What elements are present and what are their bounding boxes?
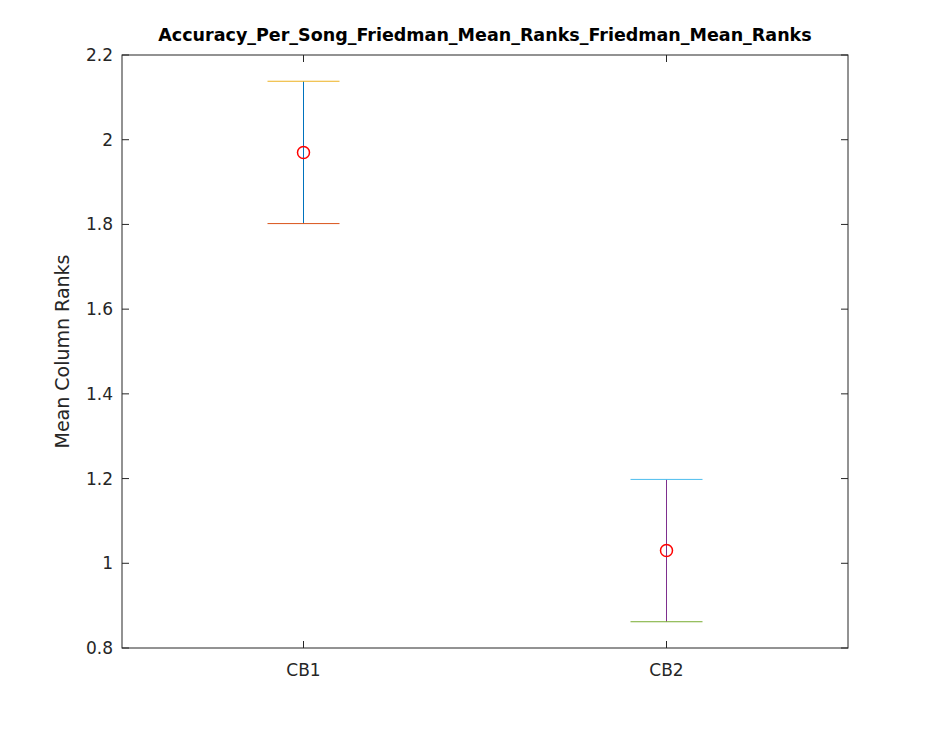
x-tick [303,641,304,648]
error-cap-upper [268,81,340,82]
y-tick-right [841,139,848,140]
background [0,0,938,731]
y-tick-label: 2 [102,130,113,150]
y-tick-label: 1.4 [86,384,113,404]
data-group [268,81,703,621]
plot-area [122,55,848,648]
x-tick-top [303,55,304,62]
y-tick-right [841,563,848,564]
y-tick-right [841,393,848,394]
y-tick-label: 1.2 [86,469,113,489]
mean-marker [661,545,673,557]
error-bar [666,479,667,621]
x-tick-label: CB1 [286,660,320,680]
y-tick [122,563,129,564]
chart-svg: 0.8 1 1.2 1.4 1.6 1.8 2 2.2 CB1 CB2 Accuracy_Per_S… [0,0,938,731]
error-bar [303,81,304,223]
y-tick-label: 0.8 [86,638,113,658]
y-tick [122,478,129,479]
axes-frame [122,55,848,648]
x-tick-top [666,55,667,62]
error-cap-lower [268,223,340,224]
title: Accuracy_Per_Song_Friedman_Mean_Ranks_Fr… [158,25,811,45]
x-tick [666,641,667,648]
chart-container: 0.8 1 1.2 1.4 1.6 1.8 2 2.2 CB1 CB2 Accuracy_Per_S… [0,0,938,731]
y-tick [122,139,129,140]
y-tick-label: 2.2 [86,45,113,65]
error-cap-upper [631,479,703,480]
y-tick-right [841,478,848,479]
y-tick [122,393,129,394]
error-cap-lower [631,621,703,622]
y-tick [122,309,129,310]
y-tick-right [841,224,848,225]
y-tick-label: 1 [102,553,113,573]
y-axis-label: Mean Column Ranks [51,255,73,449]
mean-marker [298,146,310,158]
y-tick [122,224,129,225]
y-tick-right [841,309,848,310]
x-tick-label: CB2 [649,660,683,680]
y-tick-label: 1.8 [86,214,113,234]
y-tick-label: 1.6 [86,299,113,319]
